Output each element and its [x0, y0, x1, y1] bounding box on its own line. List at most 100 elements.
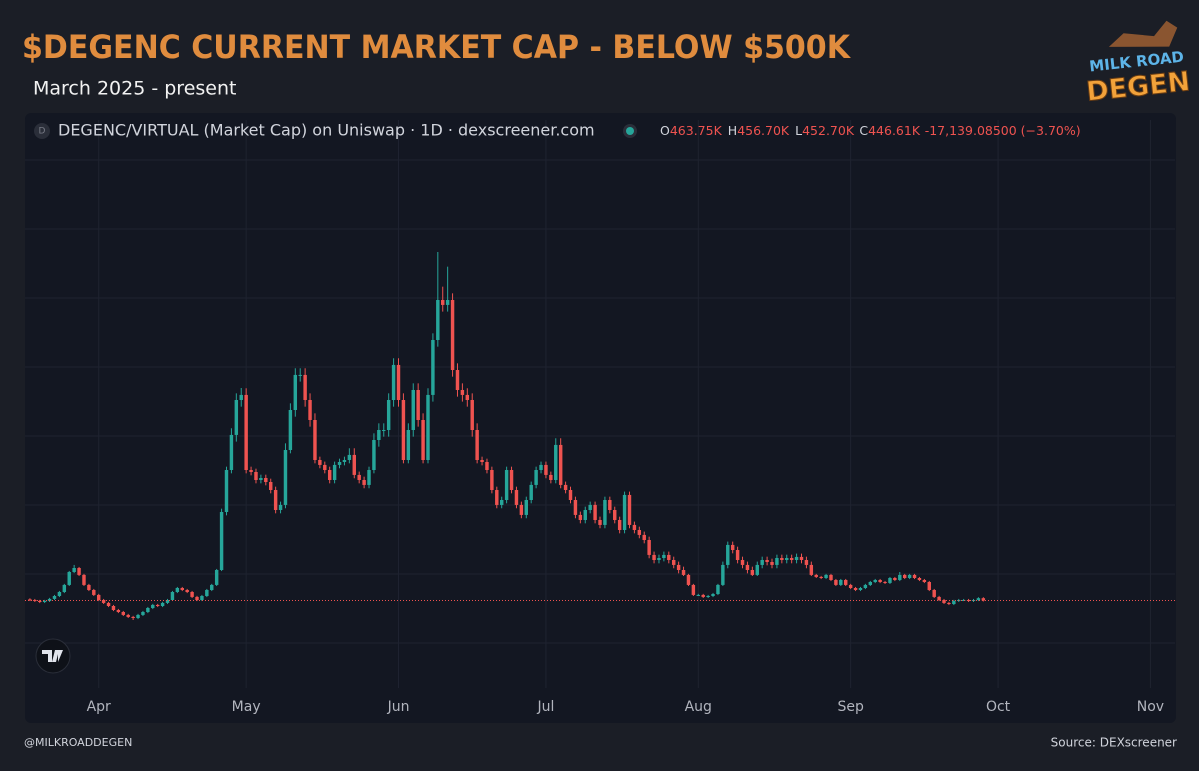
candle-body — [337, 462, 342, 465]
candle-body — [922, 580, 927, 582]
candle-body — [249, 470, 253, 472]
candle-body — [745, 564, 750, 570]
x-tick-label: May — [232, 699, 261, 715]
candle-body — [593, 504, 597, 520]
candle-body — [165, 600, 170, 603]
candle-body — [863, 584, 868, 588]
candle-body — [318, 460, 322, 465]
candle-body — [657, 558, 661, 560]
candle-body — [377, 430, 381, 440]
candle-body — [214, 570, 219, 585]
candle-body — [721, 564, 725, 585]
candle-body — [210, 584, 214, 590]
candle-body — [898, 574, 902, 580]
candle-body — [401, 400, 406, 460]
candle-body — [676, 564, 681, 570]
candle-body — [460, 390, 465, 395]
candle-body — [789, 558, 794, 560]
candle-body — [696, 594, 701, 596]
candle-body — [323, 464, 327, 470]
candle-body — [391, 364, 396, 400]
candle-body — [966, 600, 971, 601]
candle-body — [883, 582, 887, 583]
candle-body — [804, 560, 809, 565]
candle-body — [106, 602, 111, 606]
candle-body — [514, 490, 519, 505]
tv-logo-mark — [42, 650, 63, 662]
candle-body — [141, 612, 145, 615]
candle-body — [146, 608, 150, 612]
candle-body — [28, 599, 32, 601]
candle-body — [686, 574, 691, 585]
candle-body — [603, 500, 607, 525]
candle-body — [873, 580, 877, 582]
candle-body — [426, 394, 430, 460]
candle-body — [504, 470, 509, 500]
symbol-icon-letter: D — [39, 127, 46, 137]
x-tick-label: Jun — [387, 699, 410, 715]
candle-body — [775, 558, 779, 565]
candle-body — [598, 520, 602, 525]
candle-body — [750, 570, 755, 575]
candle-body — [529, 484, 533, 500]
candle-body — [539, 464, 543, 470]
candle-body — [652, 554, 656, 560]
candle-body — [416, 390, 420, 420]
tv-logo-bg — [35, 638, 71, 674]
candle-body — [608, 500, 612, 510]
x-tick-label: Oct — [986, 699, 1011, 715]
candle-body — [573, 500, 578, 515]
candle-body — [809, 564, 814, 575]
candle-body — [499, 500, 504, 505]
footer-source: Source: DEXscreener — [1051, 736, 1177, 750]
candle-body — [234, 400, 239, 435]
candle-body — [893, 578, 897, 580]
candle-body — [67, 572, 71, 585]
candle-body — [613, 510, 617, 520]
status-dot — [626, 127, 634, 135]
candle-body — [888, 578, 892, 583]
candle-body — [902, 574, 907, 578]
x-tick-label: Sep — [837, 699, 864, 715]
candle-body — [357, 474, 361, 480]
x-tick-label: Aug — [685, 699, 712, 715]
symbol: DEGENC/VIRTUAL (Market Cap) on Uniswap ·… — [58, 121, 595, 140]
candle-body — [82, 574, 86, 585]
candle-body — [780, 558, 784, 560]
candle-body — [180, 588, 184, 590]
candle-body — [509, 470, 514, 490]
candle-body — [273, 490, 278, 510]
candle-body — [42, 600, 47, 602]
candle-body — [421, 420, 425, 460]
candle-body — [175, 588, 180, 592]
candle-body — [278, 504, 283, 510]
candle-body — [942, 600, 946, 603]
candle-body — [588, 504, 592, 510]
logo-art — [1108, 20, 1178, 47]
candle-body — [254, 472, 258, 480]
candle-body — [681, 570, 686, 575]
candle-body — [839, 580, 843, 585]
candle-body — [932, 590, 936, 597]
candle-body — [770, 562, 774, 565]
candle-body — [981, 598, 986, 601]
candle-body — [912, 574, 917, 578]
candle-body — [814, 574, 818, 577]
ohlc-key: H — [728, 123, 737, 138]
candle-body — [372, 440, 376, 470]
x-tick-label: Apr — [87, 699, 111, 715]
candle-body — [111, 606, 116, 610]
candle-body — [293, 374, 298, 410]
candle-body — [868, 582, 873, 585]
candle-body — [622, 494, 627, 530]
candle-body — [101, 600, 106, 603]
x-tick-label: Jul — [536, 699, 554, 715]
candle-body — [367, 470, 371, 485]
candle-body — [57, 592, 62, 596]
candle-body — [342, 460, 347, 462]
candle-body — [785, 558, 789, 560]
candle-body — [853, 588, 858, 590]
candle-body — [662, 554, 666, 558]
candle-body — [52, 596, 57, 599]
candle-body — [450, 300, 455, 370]
